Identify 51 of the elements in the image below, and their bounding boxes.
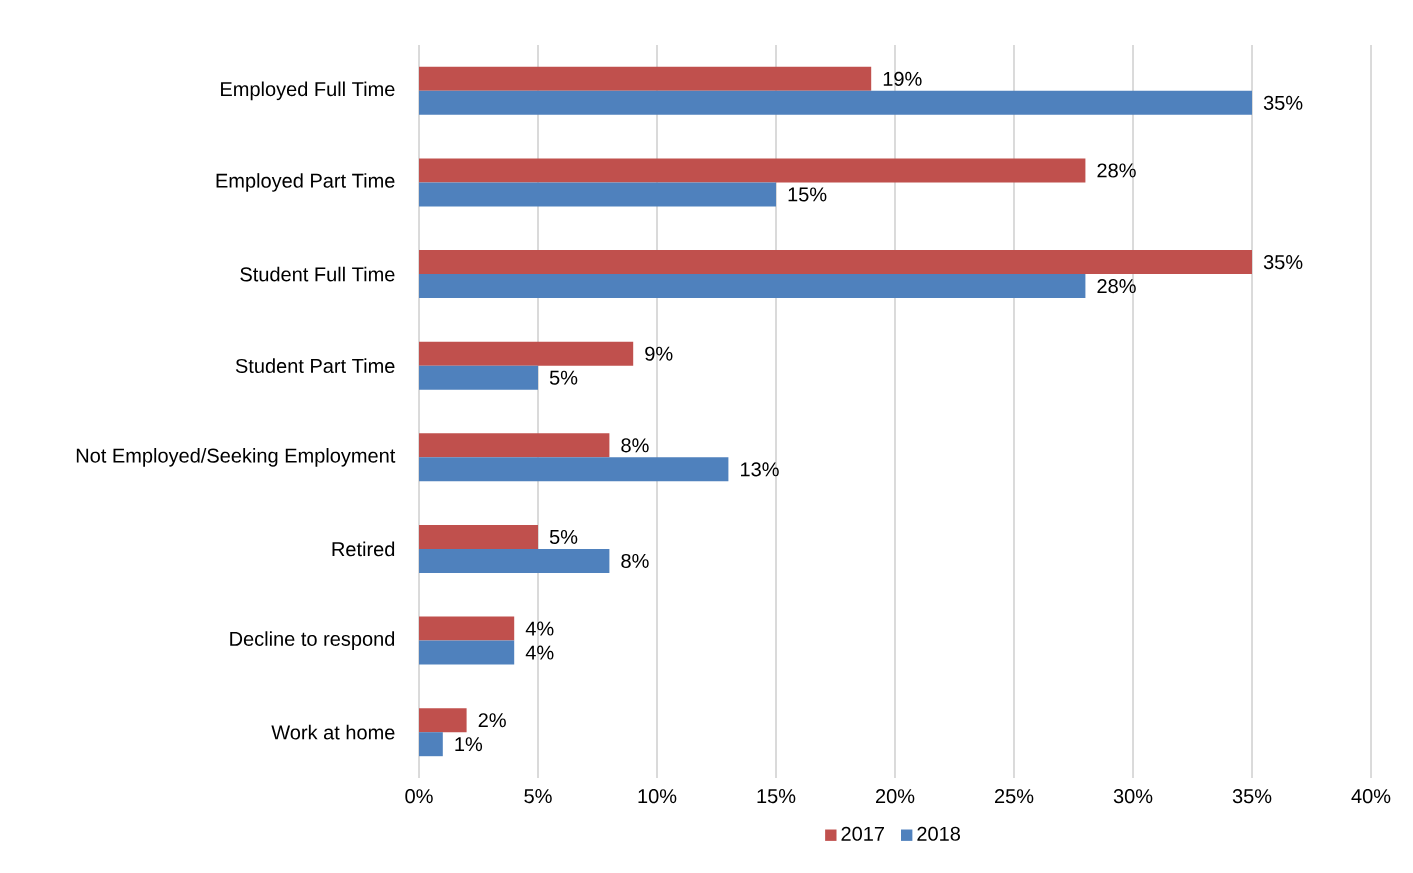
data-label: 28% xyxy=(1097,163,1136,178)
y-tick-label: Employed Full Time xyxy=(221,81,395,101)
x-tick-label: 30% xyxy=(1113,789,1153,804)
legend-label: 2017 xyxy=(841,826,884,841)
data-label: 9% xyxy=(645,346,673,361)
bar xyxy=(419,732,443,757)
y-tick-label: Student Part Time xyxy=(235,358,395,374)
bar xyxy=(419,524,538,549)
bar xyxy=(419,616,515,641)
x-tick-label: 5% xyxy=(524,789,552,804)
x-tick-label: 20% xyxy=(875,789,915,804)
data-label: 28% xyxy=(1097,279,1136,294)
data-label: 4% xyxy=(525,621,554,636)
data-label: 1% xyxy=(455,737,483,752)
y-tick-label: Not Employed/Seeking Employment xyxy=(76,448,396,467)
data-label: 8% xyxy=(621,553,649,569)
y-tick-label: Decline to respond xyxy=(230,631,395,650)
bar xyxy=(419,158,1086,183)
bar xyxy=(419,341,634,366)
data-label: 35% xyxy=(1263,255,1303,270)
y-tick-label: Employed Part Time xyxy=(216,173,395,192)
y-tick-label: Work at home xyxy=(271,724,395,740)
data-label: 8% xyxy=(621,438,649,453)
bar xyxy=(419,433,610,458)
x-tick-label: 0% xyxy=(405,789,433,804)
bar xyxy=(419,365,538,390)
legend-label: 2018 xyxy=(917,826,960,841)
bar xyxy=(419,274,1086,299)
data-label: 4% xyxy=(525,645,554,660)
data-label: 35% xyxy=(1263,95,1303,110)
data-label: 5% xyxy=(549,370,578,385)
x-tick-label: 25% xyxy=(994,789,1034,804)
data-label: 5% xyxy=(549,529,578,544)
bar xyxy=(419,457,729,482)
y-tick-label: Student Full Time xyxy=(240,266,395,282)
bar xyxy=(419,250,1253,275)
bar xyxy=(419,66,872,91)
x-tick-label: 40% xyxy=(1351,789,1391,804)
data-label: 15% xyxy=(788,187,827,202)
bar xyxy=(419,548,610,573)
bar xyxy=(419,640,515,665)
data-label: 13% xyxy=(741,462,779,477)
x-tick-label: 15% xyxy=(757,789,796,804)
x-tick-label: 10% xyxy=(638,789,677,804)
bar xyxy=(419,90,1253,115)
data-label: 2% xyxy=(478,713,506,728)
data-label: 19% xyxy=(883,71,922,86)
bar xyxy=(419,708,467,733)
bar xyxy=(419,182,776,207)
x-tick-label: 35% xyxy=(1232,789,1272,804)
y-tick-label: Retired xyxy=(332,541,395,557)
